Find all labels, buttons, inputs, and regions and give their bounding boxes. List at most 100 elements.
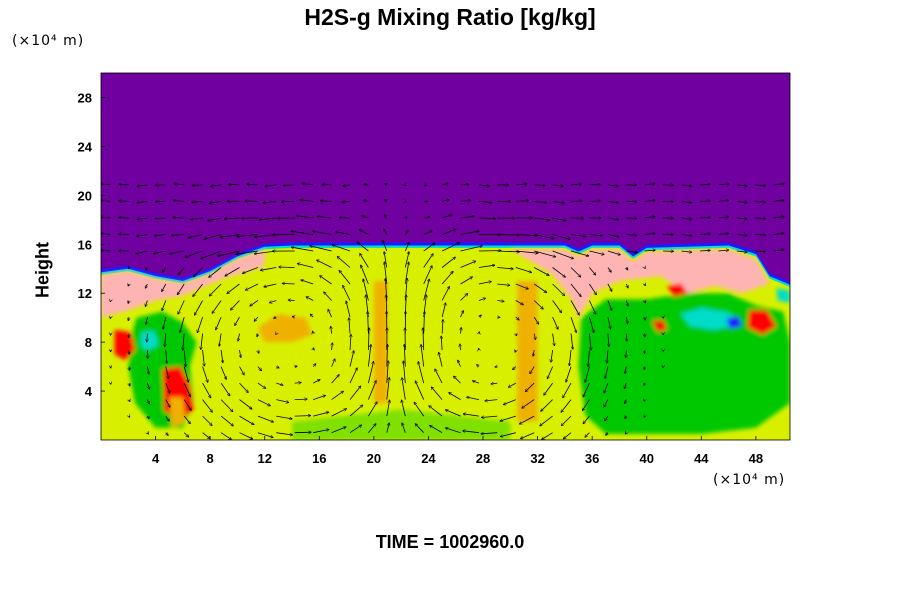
- wind-vector: [773, 233, 784, 234]
- wind-vector: [755, 235, 765, 236]
- wind-vector: [145, 300, 148, 307]
- wind-vector: [202, 366, 208, 383]
- wind-vector: [403, 361, 406, 384]
- wind-vector: [363, 279, 369, 301]
- wind-vector: [349, 386, 361, 400]
- wind-vector: [561, 399, 572, 413]
- wind-vector: [310, 246, 332, 252]
- wind-vector: [294, 432, 311, 433]
- wind-vector: [147, 382, 149, 389]
- wind-vector: [320, 276, 332, 285]
- wind-vector: [220, 382, 230, 396]
- wind-vector: [423, 279, 430, 301]
- x-tick-label: 20: [367, 451, 381, 466]
- mixing-ratio-field: [101, 242, 790, 440]
- wind-vector: [404, 252, 409, 268]
- wind-vector: [331, 327, 332, 334]
- y-tick-label: 20: [78, 188, 92, 203]
- wind-vector: [460, 184, 469, 185]
- wind-vector: [210, 201, 222, 203]
- wind-vector: [583, 382, 590, 397]
- wind-vector: [178, 300, 185, 315]
- wind-vector: [589, 235, 602, 236]
- wind-vector: [755, 218, 765, 219]
- wind-vector: [165, 382, 170, 393]
- wind-vector: [145, 283, 147, 288]
- wind-vector: [209, 283, 222, 296]
- wind-vector: [385, 200, 387, 202]
- wind-vector: [209, 267, 222, 278]
- wind-vector: [193, 283, 203, 296]
- wind-vector: [386, 400, 390, 417]
- wind-vector: [313, 348, 314, 350]
- wind-vector: [331, 391, 344, 400]
- wind-vector: [101, 234, 111, 235]
- wind-vector: [386, 361, 389, 384]
- wind-vector: [423, 295, 427, 318]
- field-region: [140, 331, 159, 351]
- wind-vector: [718, 217, 728, 218]
- wind-vector: [254, 316, 259, 321]
- wind-vector: [183, 399, 191, 411]
- wind-vector: [534, 201, 546, 202]
- wind-vector: [313, 430, 329, 434]
- wind-vector: [645, 301, 646, 303]
- wind-vector: [423, 254, 433, 268]
- wind-vector: [292, 317, 294, 318]
- wind-vector: [589, 300, 595, 315]
- wind-vector: [361, 265, 369, 285]
- wind-vector: [331, 375, 340, 384]
- wind-vector: [441, 287, 449, 301]
- wind-vector: [129, 416, 130, 417]
- wind-vector: [225, 218, 240, 219]
- wind-vector: [460, 216, 475, 219]
- y-tick-label: 4: [85, 384, 93, 399]
- wind-vector: [265, 185, 277, 186]
- wind-vector: [570, 333, 573, 350]
- y-tick-label: 12: [78, 286, 92, 301]
- wind-vector: [313, 364, 316, 367]
- wind-vector: [533, 316, 538, 324]
- wind-vector: [441, 257, 455, 268]
- wind-vector: [274, 317, 277, 318]
- x-tick-label: 4: [152, 451, 160, 466]
- wind-vector: [291, 247, 314, 252]
- wind-vector: [349, 351, 354, 367]
- wind-vector: [460, 201, 471, 202]
- wind-vector: [441, 303, 446, 318]
- wind-vector: [755, 201, 765, 202]
- wind-vector: [257, 382, 266, 388]
- wind-vector: [404, 231, 408, 235]
- wind-vector: [423, 328, 424, 351]
- wind-vector: [331, 409, 347, 417]
- wind-vector: [263, 201, 277, 203]
- wind-vector: [552, 316, 558, 329]
- wind-vector: [313, 412, 329, 417]
- wind-vector: [607, 283, 612, 291]
- wind-vector: [264, 283, 277, 287]
- wind-vector: [239, 382, 249, 392]
- wind-vector: [281, 201, 295, 202]
- wind-vector: [570, 267, 581, 277]
- wind-vector: [288, 300, 295, 301]
- wind-vector: [541, 399, 553, 412]
- wind-vector: [192, 201, 203, 202]
- wind-vector: [183, 366, 188, 382]
- wind-vector: [257, 432, 273, 438]
- field-region: [776, 288, 790, 303]
- wind-vector: [183, 432, 188, 437]
- wind-vector: [645, 268, 646, 269]
- wind-vector: [424, 312, 425, 334]
- wind-vector: [137, 201, 148, 202]
- wind-vector: [404, 243, 409, 252]
- chart-title: H2S-g Mixing Ratio [kg/kg]: [304, 4, 596, 30]
- wind-vector: [478, 185, 490, 186]
- wind-vector: [239, 415, 254, 425]
- wind-vector: [296, 216, 314, 219]
- wind-vector: [430, 425, 443, 434]
- wind-vector: [485, 400, 498, 401]
- wind-vector: [551, 350, 553, 362]
- wind-vector: [349, 368, 357, 384]
- wind-vector: [235, 316, 240, 325]
- wind-vector: [219, 333, 222, 347]
